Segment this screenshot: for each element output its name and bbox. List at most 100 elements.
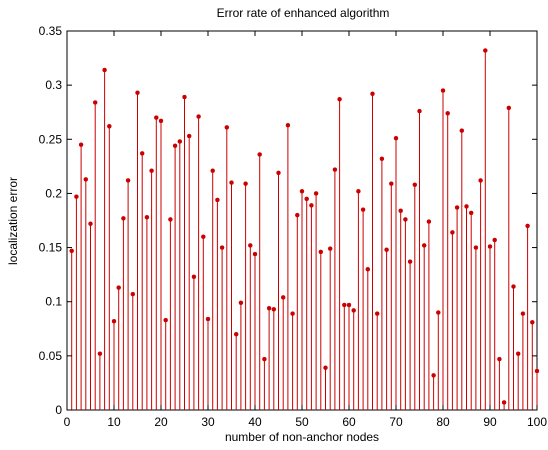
stem-marker xyxy=(271,307,277,312)
stem-marker xyxy=(210,168,215,173)
stem-marker xyxy=(229,180,234,185)
stem-marker xyxy=(337,96,342,102)
stem-marker xyxy=(440,88,446,93)
stem-marker xyxy=(506,105,512,111)
x-tick-label: 30 xyxy=(201,415,215,429)
y-tick-label: 0.35 xyxy=(39,24,63,38)
stem-marker xyxy=(88,221,93,226)
stem-marker xyxy=(262,356,267,362)
stem-marker xyxy=(464,204,469,209)
stem-marker xyxy=(276,170,281,176)
stem-marker xyxy=(78,142,84,147)
stem-marker xyxy=(252,251,258,257)
stem-marker xyxy=(501,400,507,405)
stem-marker xyxy=(121,216,126,221)
stem-marker xyxy=(473,245,479,250)
stem-marker xyxy=(356,189,361,194)
stem-marker xyxy=(158,118,164,124)
stem-marker xyxy=(520,311,526,316)
stem-marker xyxy=(421,243,427,248)
stem-marker xyxy=(144,215,150,220)
stem-marker xyxy=(389,181,394,186)
stem-marker xyxy=(497,356,502,362)
stem-marker xyxy=(205,316,211,322)
stem-marker xyxy=(450,230,455,235)
stem-marker xyxy=(534,368,540,374)
stem-marker xyxy=(370,91,375,97)
stem-marker xyxy=(125,178,131,183)
markers-group xyxy=(69,48,540,405)
stem-marker xyxy=(92,100,98,105)
y-axis-label: localization error xyxy=(6,177,20,265)
stem-marker xyxy=(436,310,441,315)
stem-marker xyxy=(219,245,225,250)
stem-marker xyxy=(285,122,291,128)
stem-marker xyxy=(426,219,432,224)
y-tick-label: 0.2 xyxy=(45,186,62,200)
stem-marker xyxy=(135,90,140,95)
stem-marker xyxy=(102,67,107,73)
x-tick-label: 0 xyxy=(64,415,71,429)
x-tick-label: 40 xyxy=(248,415,262,429)
stem-marker xyxy=(431,373,436,378)
stem-marker xyxy=(365,266,371,272)
stem-marker xyxy=(83,177,89,182)
stem-marker xyxy=(351,308,356,313)
stem-marker xyxy=(412,182,418,188)
stem-marker xyxy=(149,168,154,173)
stem-marker xyxy=(154,115,159,120)
stem-marker xyxy=(168,217,173,222)
stem-marker xyxy=(398,208,403,213)
stem-marker xyxy=(74,194,79,199)
stem-marker xyxy=(393,135,399,141)
stem-marker xyxy=(478,178,483,183)
stem-marker xyxy=(116,285,121,290)
x-tick-label: 10 xyxy=(107,415,121,429)
stem-marker xyxy=(445,111,450,116)
x-tick-label: 70 xyxy=(389,415,403,429)
stem-marker xyxy=(177,139,183,144)
stem-marker xyxy=(346,302,352,308)
stem-marker xyxy=(163,317,168,323)
y-tick-label: 0 xyxy=(55,403,62,417)
stem-marker xyxy=(243,181,248,186)
stem-marker xyxy=(323,365,328,371)
stem-marker xyxy=(280,295,286,300)
stem-marker xyxy=(107,124,112,129)
stem-marker xyxy=(309,203,314,208)
stem-marker xyxy=(130,291,136,297)
stem-marker xyxy=(69,248,74,254)
y-tick-label: 0.25 xyxy=(39,132,63,146)
x-tick-label: 20 xyxy=(154,415,168,429)
stem-marker xyxy=(111,318,117,324)
stem-marker xyxy=(313,191,319,196)
y-tick-label: 0.3 xyxy=(45,78,62,92)
stem-marker xyxy=(248,243,253,248)
x-tick-label: 50 xyxy=(295,415,309,429)
y-axis-ticks: 0 0.05 0.1 0.15 0.2 0.25 0.3 0.35 xyxy=(39,24,537,417)
stem-marker xyxy=(530,320,535,325)
y-tick-label: 0.1 xyxy=(45,295,62,309)
x-axis-ticks: 0 10 20 30 40 50 60 70 80 90 100 xyxy=(64,31,547,429)
stem-marker xyxy=(97,351,103,356)
stem-marker xyxy=(318,249,324,255)
stem-marker xyxy=(172,143,178,149)
x-axis-label: number of non-anchor nodes xyxy=(225,430,379,444)
stem-marker xyxy=(299,189,305,194)
stem-marker xyxy=(182,94,187,100)
stem-marker xyxy=(139,151,145,156)
stem-marker xyxy=(266,305,272,311)
stem-marker xyxy=(290,311,295,316)
stem-marker xyxy=(487,244,493,249)
chart-title: Error rate of enhanced algorithm xyxy=(217,6,390,20)
stem-marker xyxy=(295,212,300,218)
stem-marker xyxy=(360,207,366,212)
stem-marker xyxy=(332,167,338,172)
stem-marker xyxy=(304,196,309,202)
stem-marker xyxy=(515,351,521,356)
stem-marker xyxy=(327,246,333,251)
stem-marker xyxy=(342,302,347,308)
stem-marker xyxy=(468,210,474,216)
y-tick-label: 0.15 xyxy=(39,241,63,255)
stems-group xyxy=(71,50,538,410)
